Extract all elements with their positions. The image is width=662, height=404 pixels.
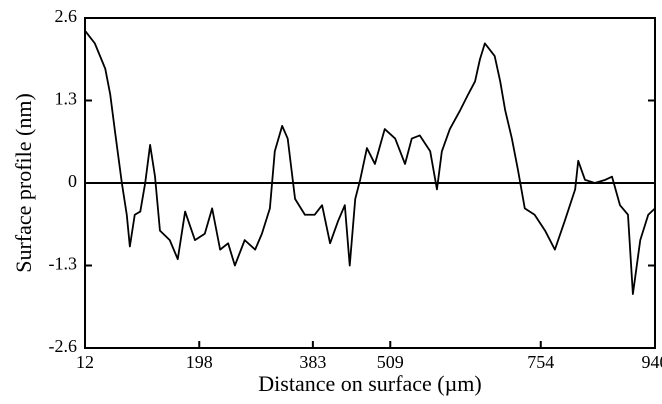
y-tick-label: -1.3	[49, 254, 78, 274]
x-tick-label: 509	[377, 352, 404, 372]
x-tick-label: 12	[76, 352, 94, 372]
profile-line	[84, 30, 656, 295]
y-tick-label: 0	[68, 171, 77, 191]
x-tick-label: 198	[186, 352, 213, 372]
x-axis-label: Distance on surface (µm)	[258, 371, 481, 396]
x-tick-label: 383	[299, 352, 326, 372]
x-tick-label: 940	[642, 352, 662, 372]
y-tick-label: 2.6	[55, 6, 78, 26]
y-tick-label: 1.3	[55, 89, 78, 109]
y-axis-label: Surface profile (nm)	[11, 93, 36, 273]
x-tick-label: 754	[527, 352, 554, 372]
y-tick-label: -2.6	[49, 336, 78, 356]
